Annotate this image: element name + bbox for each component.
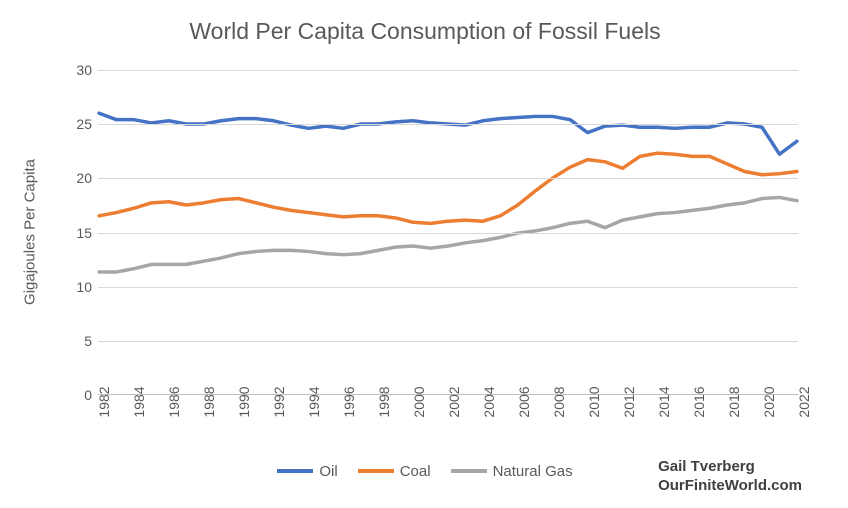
x-tick-label: 1996 <box>341 386 357 417</box>
x-tick-label: 2004 <box>481 386 497 417</box>
attribution: Gail Tverberg OurFiniteWorld.com <box>658 458 802 496</box>
legend-item-natural-gas: Natural Gas <box>451 463 573 480</box>
grid-line <box>98 70 798 71</box>
y-tick-label: 10 <box>60 279 92 295</box>
x-tick-label: 1984 <box>131 386 147 417</box>
x-tick-label: 1988 <box>201 386 217 417</box>
legend-swatch <box>358 469 394 473</box>
x-tick-label: 2020 <box>761 386 777 417</box>
chart-title: World Per Capita Consumption of Fossil F… <box>20 10 830 55</box>
grid-line <box>98 287 798 288</box>
legend-label: Oil <box>319 463 337 480</box>
y-tick-label: 5 <box>60 333 92 349</box>
y-tick-label: 25 <box>60 116 92 132</box>
attribution-author: Gail Tverberg <box>658 458 802 477</box>
attribution-site: OurFiniteWorld.com <box>658 477 802 496</box>
legend-swatch <box>451 469 487 473</box>
x-axis-ticks: 1982198419861988199019921994199619982000… <box>98 400 798 460</box>
chart-container: World Per Capita Consumption of Fossil F… <box>20 10 830 500</box>
y-tick-label: 30 <box>60 62 92 78</box>
x-tick-label: 2002 <box>446 386 462 417</box>
x-tick-label: 2016 <box>691 386 707 417</box>
x-tick-label: 2000 <box>411 386 427 417</box>
x-tick-label: 1994 <box>306 386 322 417</box>
x-tick-label: 1992 <box>271 386 287 417</box>
x-tick-label: 1982 <box>96 386 112 417</box>
y-tick-label: 20 <box>60 170 92 186</box>
x-tick-label: 2006 <box>516 386 532 417</box>
y-tick-label: 15 <box>60 225 92 241</box>
x-tick-label: 1986 <box>166 386 182 417</box>
legend-swatch <box>277 469 313 473</box>
x-tick-label: 2014 <box>656 386 672 417</box>
grid-line <box>98 341 798 342</box>
series-line-oil <box>99 113 797 154</box>
legend-label: Coal <box>400 463 431 480</box>
x-tick-label: 2022 <box>796 386 812 417</box>
grid-line <box>98 124 798 125</box>
series-line-coal <box>99 153 797 223</box>
plot-area <box>98 70 798 395</box>
x-tick-label: 2012 <box>621 386 637 417</box>
x-tick-label: 2008 <box>551 386 567 417</box>
x-tick-label: 1998 <box>376 386 392 417</box>
y-axis-label: Gigajoules Per Capita <box>22 159 39 305</box>
x-tick-label: 2010 <box>586 386 602 417</box>
x-tick-label: 2018 <box>726 386 742 417</box>
grid-line <box>98 178 798 179</box>
grid-line <box>98 233 798 234</box>
legend-label: Natural Gas <box>493 463 573 480</box>
legend-item-oil: Oil <box>277 463 337 480</box>
y-tick-label: 0 <box>60 387 92 403</box>
y-axis-ticks: 051015202530 <box>60 70 92 395</box>
x-tick-label: 1990 <box>236 386 252 417</box>
series-line-natural-gas <box>99 197 797 272</box>
legend-item-coal: Coal <box>358 463 431 480</box>
